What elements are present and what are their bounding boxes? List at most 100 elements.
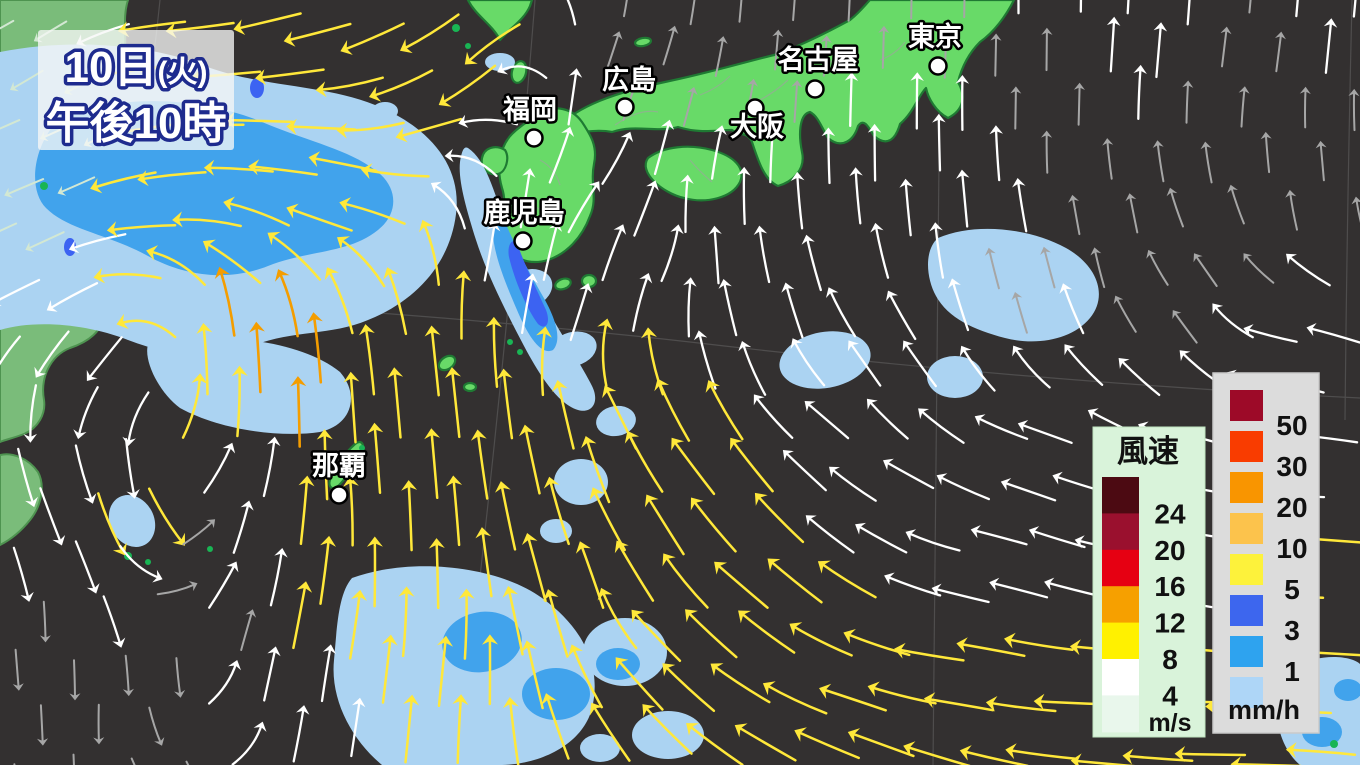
wind-arrow (633, 182, 656, 237)
wind-arrow-head (790, 171, 805, 181)
wind-arrow (5, 178, 45, 196)
wind-arrow-head (196, 323, 213, 334)
wind-arrow (1287, 748, 1357, 756)
wind-arrow (1148, 251, 1169, 286)
wind-arrow (741, 342, 767, 396)
city-marker: 那覇 (310, 449, 369, 505)
wind-legend-value: 12 (1154, 608, 1185, 639)
wind-arrow-head (753, 225, 768, 235)
rainfall-legend: 50 30 20 10 5 3 1 mm/h (1212, 372, 1320, 734)
wind-arrow-head (821, 127, 836, 137)
wind-arrow (1289, 191, 1298, 231)
wind-arrow (632, 610, 682, 663)
wind-arrow (231, 723, 263, 765)
city-label: 那覇 (312, 451, 366, 481)
wind-legend-title: 風速 (1117, 434, 1179, 469)
wind-arrow (623, 0, 628, 18)
wind-arrow-head (597, 318, 613, 331)
wind-arrow (907, 531, 961, 552)
wind-arrow (963, 0, 966, 19)
wind-arrow-head (367, 422, 384, 434)
wind-arrow (1240, 88, 1246, 128)
wind-arrow (520, 275, 534, 335)
wind-arrow (1124, 754, 1194, 762)
wind-arrow-head (1000, 478, 1012, 491)
wind-arrow (526, 534, 547, 603)
wind-arrow (854, 169, 862, 225)
wind-arrow (0, 335, 21, 366)
wind-arrow-head (387, 367, 404, 379)
wind-arrow-head (496, 368, 513, 380)
wind-arrow (976, 416, 1029, 440)
wind-arrow (181, 374, 202, 439)
wind-arrow-head (1200, 141, 1212, 150)
wind-arrow (119, 20, 187, 32)
wind-arrow (713, 227, 720, 285)
wind-arrow-head (705, 380, 720, 393)
wind-arrow (262, 438, 276, 498)
wind-arrow-head (255, 69, 267, 86)
wind-arrow-head (1102, 138, 1114, 146)
wind-arrow-head (458, 114, 469, 128)
city-label: 鹿児島 (484, 197, 565, 228)
wind-arrow-head (817, 560, 831, 574)
wind-arrow-head (644, 494, 659, 508)
shikoku (644, 145, 743, 202)
wind-arrow (571, 645, 603, 709)
wind-arrow (881, 27, 885, 69)
wind-arrow-head (910, 72, 924, 81)
wind-arrow-head (801, 234, 815, 245)
wind-arrow (500, 482, 517, 551)
wind-arrow (439, 64, 497, 105)
wind-arrow (1230, 186, 1245, 225)
wind-arrow-head (240, 500, 254, 511)
wind-arrow (437, 637, 447, 707)
city-marker: 名古屋 (775, 42, 861, 99)
wind-arrow (873, 125, 877, 182)
wind-arrow-head (1059, 283, 1073, 294)
wind-arrow-head (899, 178, 913, 188)
wind-arrow-head (844, 72, 859, 81)
wind-arrow-head (519, 424, 535, 437)
wind-arrow-head (383, 267, 399, 280)
wind-arrow (591, 703, 631, 762)
wind-arrow (91, 171, 157, 190)
wind-arrow-head (829, 466, 840, 478)
wind-arrow (722, 280, 738, 337)
wind-arrow (961, 347, 996, 392)
wind-arrow-head (1315, 140, 1327, 149)
wind-arrow-head (360, 163, 373, 180)
wind-arrow (323, 430, 329, 501)
wind-arrow (1109, 18, 1116, 73)
wind-arrow-head (782, 450, 794, 461)
wind-arrow-head (381, 634, 398, 646)
wind-arrow-head (174, 689, 186, 698)
wind-arrow-head (430, 181, 442, 194)
wind-arrow (934, 224, 945, 279)
wind-arrow-head (267, 646, 281, 657)
wind-arrow-head (25, 496, 38, 508)
wind-arrow (874, 224, 890, 279)
wind-arrow-head (883, 458, 894, 471)
wind-arrow-head (885, 290, 898, 302)
wind-arrow (710, 127, 723, 180)
wind-arrow (519, 169, 531, 229)
wind-arrow-head (403, 694, 420, 706)
wind-arrow (600, 589, 638, 650)
wind-arrow (1062, 285, 1085, 335)
wind-arrow (349, 373, 357, 444)
wind-arrow (687, 279, 692, 338)
wind-arrow (182, 520, 214, 546)
wind-legend-band (1102, 477, 1139, 514)
wind-arrow (768, 559, 823, 604)
wind-arrow-head (543, 476, 560, 489)
wind-arrow (502, 370, 514, 440)
wind-arrow (990, 581, 1049, 599)
wind-arrow-head (581, 436, 597, 449)
wind-arrow-head (475, 527, 492, 539)
wind-arrow (663, 554, 709, 609)
rain-legend-swatch (1230, 595, 1263, 626)
wind-arrow (364, 325, 376, 396)
wind-arrow-head (68, 240, 80, 254)
wind-arrow-head (444, 148, 454, 163)
